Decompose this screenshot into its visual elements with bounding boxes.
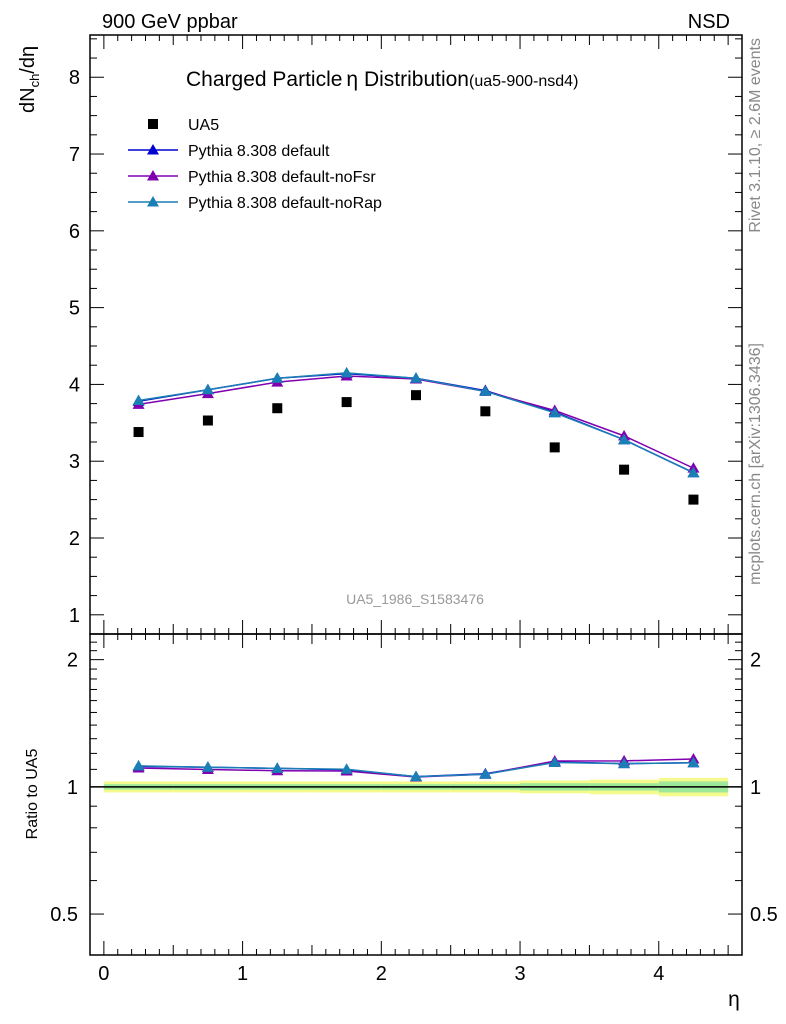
- y-tick-label: 2: [69, 528, 80, 550]
- header-left-label: 900 GeV ppbar: [102, 11, 238, 33]
- ratio-point: [340, 763, 353, 774]
- header-right-label: NSD: [688, 11, 730, 33]
- data-point: [688, 494, 699, 505]
- series-line: [138, 372, 694, 474]
- data-point: [410, 372, 422, 383]
- legend-label: Pythia 8.308 default-noRap: [188, 195, 382, 212]
- x-tick-label: 4: [653, 963, 664, 985]
- data-point: [201, 383, 214, 395]
- y-axis-title-ratio: Ratio to UA5: [24, 749, 41, 840]
- ratio-point: [410, 770, 422, 782]
- legend-marker: [148, 119, 158, 129]
- ratio-point: [687, 756, 700, 768]
- ratio-y-tick-label-right: 1: [750, 777, 761, 799]
- x-tick-label: 0: [98, 963, 109, 985]
- data-point: [618, 433, 631, 445]
- ratio-y-tick-label-left: 2: [67, 650, 78, 672]
- ratio-point: [479, 768, 492, 779]
- legend: UA5 Pythia 8.308 default Pythia 8.308 defa…: [128, 117, 382, 212]
- y-tick-label: 3: [69, 451, 80, 473]
- data-point: [619, 464, 630, 475]
- y-tick-label: 1: [69, 605, 80, 627]
- series-pythia-8-308-default-norap: [132, 366, 700, 478]
- legend-label: Pythia 8.308 default: [188, 143, 330, 160]
- legend-entry: Pythia 8.308 default: [128, 143, 330, 160]
- ratio-y-tick-label-right: 2: [750, 650, 761, 672]
- legend-entry: Pythia 8.308 default-noRap: [128, 195, 382, 212]
- data-point: [479, 385, 492, 396]
- legend-entry: UA5: [148, 117, 219, 134]
- series-pythia-8-308-default-nofsr: [132, 369, 700, 473]
- x-axis-title: η: [728, 988, 740, 1011]
- data-point: [133, 427, 144, 438]
- legend-marker: [147, 170, 159, 181]
- ratio-y-tick-label-left: 1: [67, 777, 78, 799]
- series-line: [138, 372, 694, 474]
- data-point: [341, 397, 352, 408]
- ratio-plot-frame: [89, 633, 743, 956]
- data-point: [271, 372, 284, 383]
- legend-label: Pythia 8.308 default-noFsr: [188, 169, 376, 186]
- data-point: [340, 366, 353, 378]
- data-point: [480, 406, 491, 417]
- ratio-point: [271, 762, 284, 773]
- ratio-y-tick-label-right: 0.5: [750, 904, 778, 926]
- ratio-y-tick-label-left: 0.5: [50, 904, 78, 926]
- rivet-label: Rivet 3.1.10, ≥ 2.6M events: [747, 38, 764, 233]
- data-point: [687, 466, 700, 478]
- ratio-series-pythia-8-308-default-norap: [132, 756, 700, 782]
- data-point: [132, 394, 145, 406]
- series-ua5: [133, 390, 699, 505]
- data-point: [202, 415, 213, 426]
- y-tick-label: 4: [69, 374, 80, 396]
- analysis-watermark: UA5_1986_S1583476: [346, 591, 484, 607]
- y-tick-label: 7: [69, 144, 80, 166]
- x-tick-label: 2: [376, 963, 387, 985]
- ratio-point: [618, 757, 631, 769]
- ratio-point: [548, 756, 561, 767]
- data-point: [272, 403, 283, 414]
- y-tick-label: 6: [69, 221, 80, 243]
- chart-title: Charged Particle η Distribution(ua5-900-n…: [186, 68, 578, 91]
- legend-marker: [147, 144, 159, 155]
- legend-entry: Pythia 8.308 default-noFsr: [128, 169, 376, 186]
- mcplots-label: mcplots.cern.ch [arXiv:1306.3436]: [747, 343, 764, 585]
- legend-marker: [147, 196, 159, 207]
- ratio-point: [132, 759, 145, 771]
- x-tick-label: 3: [514, 963, 525, 985]
- series-pythia-8-308-default: [132, 367, 700, 478]
- series-line: [138, 375, 694, 469]
- y-tick-label: 8: [69, 67, 80, 89]
- data-point: [549, 442, 560, 453]
- y-tick-label: 5: [69, 298, 80, 320]
- y-axis-title-main: dNch/dη: [17, 46, 42, 113]
- ratio-point: [201, 761, 214, 772]
- x-tick-label: 1: [237, 963, 248, 985]
- legend-label: UA5: [188, 117, 219, 134]
- data-point: [548, 406, 561, 418]
- data-point: [411, 390, 421, 401]
